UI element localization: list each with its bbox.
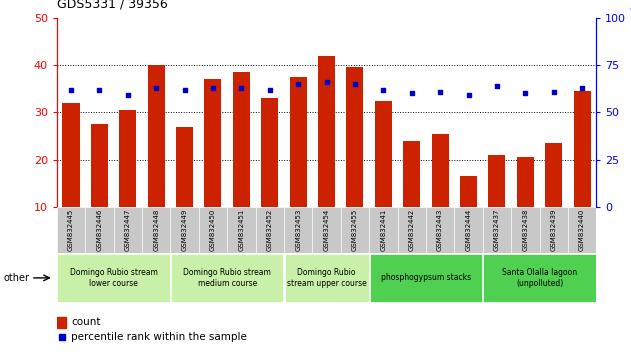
Bar — [517, 158, 534, 207]
Point — [208, 85, 218, 91]
Text: GSM832443: GSM832443 — [437, 209, 443, 251]
FancyBboxPatch shape — [170, 207, 199, 253]
FancyBboxPatch shape — [256, 207, 284, 253]
FancyBboxPatch shape — [341, 207, 369, 253]
Bar — [119, 110, 136, 207]
Bar — [488, 155, 505, 207]
FancyBboxPatch shape — [284, 207, 312, 253]
FancyBboxPatch shape — [57, 253, 170, 302]
FancyBboxPatch shape — [454, 207, 483, 253]
FancyBboxPatch shape — [171, 253, 283, 302]
Bar — [403, 141, 420, 207]
Bar — [57, 317, 66, 328]
Bar — [574, 91, 591, 207]
Text: GSM832442: GSM832442 — [409, 209, 415, 251]
Bar — [204, 79, 221, 207]
FancyBboxPatch shape — [426, 207, 454, 253]
Point — [179, 87, 189, 92]
Text: GSM832455: GSM832455 — [352, 209, 358, 251]
Point — [407, 91, 417, 96]
FancyBboxPatch shape — [483, 207, 511, 253]
Point — [350, 81, 360, 87]
FancyBboxPatch shape — [285, 253, 369, 302]
FancyBboxPatch shape — [312, 207, 341, 253]
Bar — [375, 101, 392, 207]
Bar — [545, 143, 562, 207]
Bar — [261, 98, 278, 207]
Text: GSM832449: GSM832449 — [182, 209, 187, 251]
Text: GSM832448: GSM832448 — [153, 209, 159, 251]
Bar — [318, 56, 335, 207]
Text: GSM832447: GSM832447 — [125, 209, 131, 251]
Point — [549, 89, 559, 95]
Text: GSM832439: GSM832439 — [551, 209, 557, 251]
Bar — [91, 124, 108, 207]
Text: other: other — [3, 273, 29, 283]
FancyBboxPatch shape — [398, 207, 426, 253]
Point — [293, 81, 303, 87]
Point — [122, 92, 133, 98]
FancyBboxPatch shape — [85, 207, 114, 253]
Point — [66, 87, 76, 92]
Bar — [148, 65, 165, 207]
Text: GSM832451: GSM832451 — [239, 209, 244, 251]
FancyBboxPatch shape — [511, 207, 540, 253]
Point — [237, 85, 247, 91]
Text: GSM832437: GSM832437 — [494, 209, 500, 251]
Text: GSM832440: GSM832440 — [579, 209, 585, 251]
Point — [265, 87, 275, 92]
Text: GSM832446: GSM832446 — [97, 209, 102, 251]
Bar — [432, 134, 449, 207]
Text: GSM832445: GSM832445 — [68, 209, 74, 251]
Text: Domingo Rubio stream
medium course: Domingo Rubio stream medium course — [183, 268, 271, 287]
Point — [463, 92, 473, 98]
Point — [520, 91, 530, 96]
FancyBboxPatch shape — [142, 207, 170, 253]
FancyBboxPatch shape — [57, 207, 85, 253]
FancyBboxPatch shape — [483, 253, 596, 302]
Text: GDS5331 / 39356: GDS5331 / 39356 — [57, 0, 168, 11]
Text: Domingo Rubio
stream upper course: Domingo Rubio stream upper course — [286, 268, 367, 287]
Point — [57, 334, 67, 340]
Text: GSM832453: GSM832453 — [295, 209, 301, 251]
Text: phosphogypsum stacks: phosphogypsum stacks — [381, 273, 471, 282]
Text: percentile rank within the sample: percentile rank within the sample — [71, 332, 247, 342]
Bar — [346, 67, 363, 207]
Text: GSM832454: GSM832454 — [324, 209, 329, 251]
FancyBboxPatch shape — [114, 207, 142, 253]
FancyBboxPatch shape — [369, 207, 398, 253]
FancyBboxPatch shape — [540, 207, 568, 253]
Point — [379, 87, 389, 92]
Bar — [233, 72, 250, 207]
Text: count: count — [71, 318, 100, 327]
Text: Santa Olalla lagoon
(unpolluted): Santa Olalla lagoon (unpolluted) — [502, 268, 577, 287]
Text: %: % — [630, 7, 631, 17]
Point — [577, 85, 587, 91]
Text: Domingo Rubio stream
lower course: Domingo Rubio stream lower course — [69, 268, 158, 287]
FancyBboxPatch shape — [370, 253, 482, 302]
Bar — [290, 77, 307, 207]
Point — [322, 79, 332, 85]
Text: GSM832452: GSM832452 — [267, 209, 273, 251]
Bar — [460, 176, 477, 207]
Bar — [62, 103, 80, 207]
Point — [492, 83, 502, 89]
FancyBboxPatch shape — [568, 207, 596, 253]
Text: GSM832444: GSM832444 — [466, 209, 471, 251]
Text: GSM832438: GSM832438 — [522, 209, 528, 251]
FancyBboxPatch shape — [199, 207, 227, 253]
Point — [435, 89, 445, 95]
Point — [95, 87, 105, 92]
Bar — [176, 127, 193, 207]
FancyBboxPatch shape — [227, 207, 256, 253]
Text: GSM832450: GSM832450 — [210, 209, 216, 251]
Point — [151, 85, 162, 91]
Text: GSM832441: GSM832441 — [380, 209, 386, 251]
